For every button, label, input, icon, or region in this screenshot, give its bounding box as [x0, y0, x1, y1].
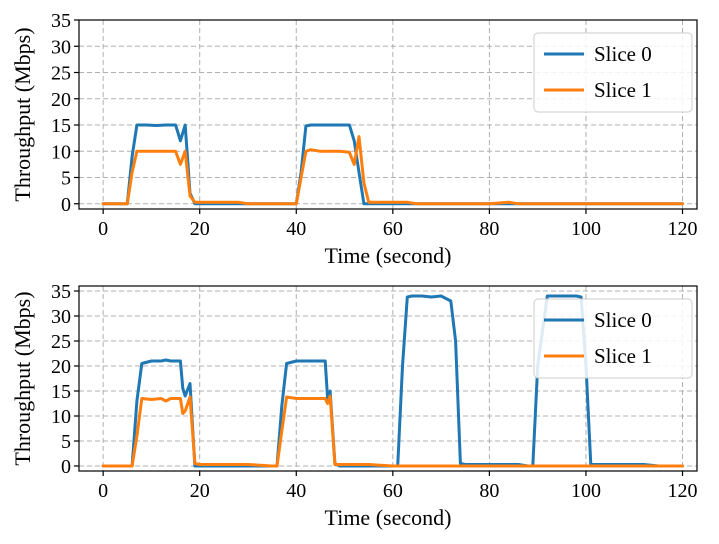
legend-label-slice-1: Slice 1 [594, 344, 652, 368]
plot-frame [78, 285, 698, 472]
y-axis-label: Throughput (Mbps) [10, 291, 35, 465]
legend-label-slice-0: Slice 0 [594, 308, 652, 332]
x-tick-label: 80 [479, 480, 499, 502]
x-tick-label: 40 [286, 218, 306, 240]
top-throughput-chart: 0 20 40 60 80 100 120 0 5 10 15 20 25 30 35 Time (secon… [10, 10, 698, 268]
legend-label-slice-0: Slice 0 [594, 42, 652, 66]
x-axis-label: Time (second) [325, 505, 452, 530]
bottom-throughput-chart: 0 20 40 60 80 100 120 0 5 10 15 20 25 30 35 Time (secon… [10, 281, 698, 530]
y-tick-label: 10 [51, 406, 71, 428]
x-tick-label: 0 [98, 480, 108, 502]
x-tick-label: 60 [383, 218, 403, 240]
plot-frame [78, 19, 698, 210]
x-axis-label: Time (second) [325, 243, 452, 268]
series-group [101, 294, 684, 468]
legend: Slice 0 Slice 1 [533, 298, 693, 379]
x-tick-label: 40 [286, 480, 306, 502]
x-tick-label: 20 [190, 218, 210, 240]
x-tick-label: 100 [571, 218, 601, 240]
x-tick-label: 60 [383, 480, 403, 502]
y-tick-label: 0 [61, 194, 71, 216]
legend-label-slice-1: Slice 1 [594, 78, 652, 102]
y-tick-label: 25 [51, 63, 71, 85]
series-line-slice-1 [101, 394, 684, 468]
y-tick-label: 35 [51, 281, 71, 303]
y-tick-label: 15 [51, 381, 71, 403]
y-tick-label: 20 [51, 89, 71, 111]
y-tick-label: 10 [51, 141, 71, 163]
y-axis-label: Throughput (Mbps) [10, 27, 35, 201]
series-line-slice-1 [101, 135, 684, 206]
y-tick-label: 30 [51, 306, 71, 328]
x-tick-label: 100 [571, 480, 601, 502]
x-tick-label: 0 [98, 218, 108, 240]
y-tick-label: 15 [51, 115, 71, 137]
legend: Slice 0 Slice 1 [533, 32, 693, 113]
y-tick-label: 20 [51, 356, 71, 378]
x-tick-label: 120 [668, 480, 698, 502]
y-tick-label: 5 [61, 168, 71, 190]
x-tick-label: 80 [479, 218, 499, 240]
y-tick-label: 0 [61, 456, 71, 478]
y-tick-label: 35 [51, 10, 71, 32]
x-tick-label: 20 [190, 480, 210, 502]
y-tick-label: 25 [51, 331, 71, 353]
y-tick-label: 30 [51, 36, 71, 58]
series-group [101, 123, 684, 206]
y-tick-label: 5 [61, 431, 71, 453]
x-tick-label: 120 [668, 218, 698, 240]
